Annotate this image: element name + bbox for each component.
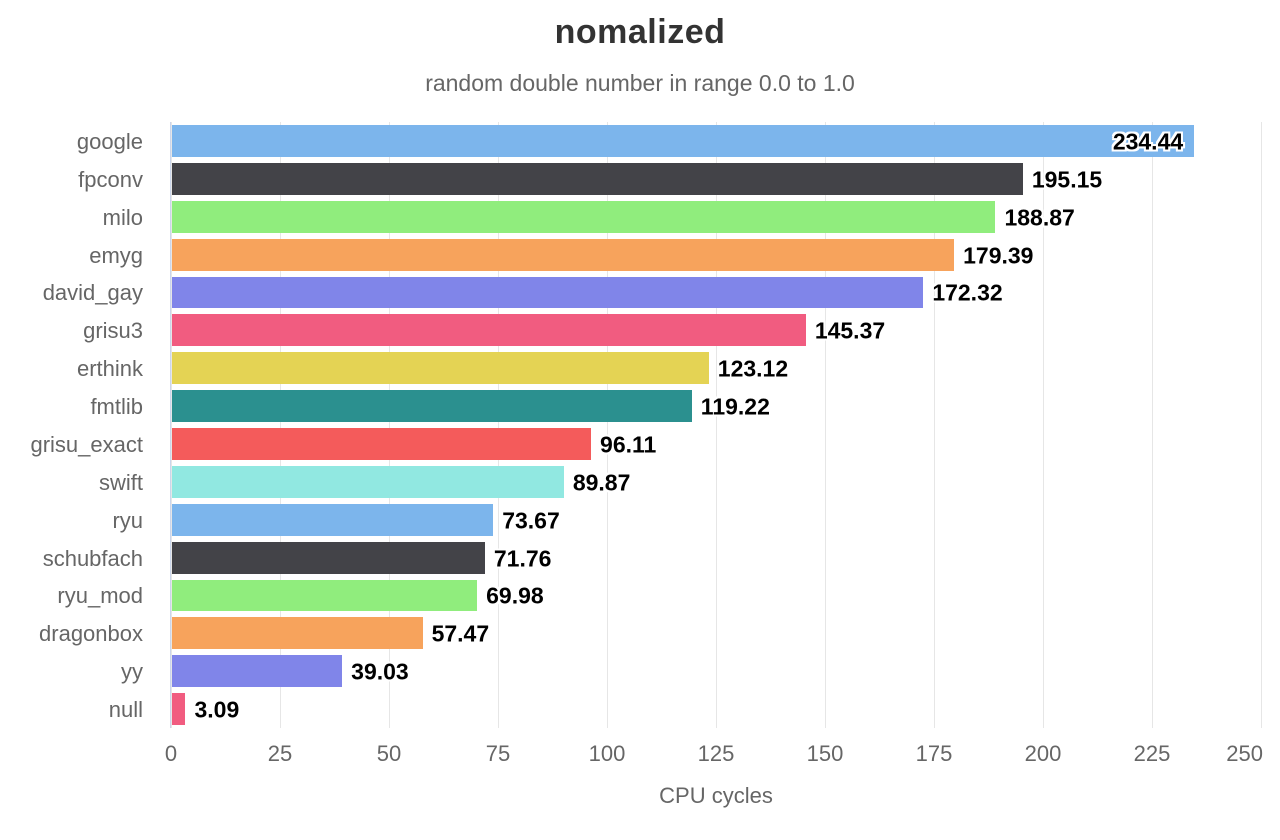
bar-yy[interactable] (172, 655, 343, 688)
x-tick-label-50: 50 (376, 741, 402, 766)
bar-swift[interactable] (172, 465, 564, 498)
bar-grisu3[interactable] (172, 314, 806, 347)
bar-erthink[interactable] (172, 352, 709, 385)
chart-title: nomalized (554, 13, 726, 51)
gridline-100 (607, 122, 608, 728)
bar-schubfach[interactable] (172, 541, 485, 574)
category-label-yy: yy (121, 659, 143, 685)
gridline-150 (825, 122, 826, 728)
bar-fmtlib[interactable] (172, 390, 692, 422)
value-label-david_gay: 172.32 (932, 279, 1003, 306)
value-label-erthink: 123.12 (717, 355, 789, 382)
bar-fpconv[interactable] (172, 162, 1023, 195)
value-label-dragonbox: 57.47 (431, 620, 490, 647)
value-label-fpconv: 195.15 (1031, 166, 1103, 193)
category-label-grisu3: grisu3 (83, 318, 143, 344)
value-label-schubfach: 71.76 (493, 545, 552, 572)
x-tick-label-125: 125 (697, 741, 735, 766)
x-tick-label-150: 150 (806, 741, 844, 766)
value-label-grisu3: 145.37 (814, 317, 886, 344)
plot-area: 234.44 195.15 188.87 179.39 172.32 145.37 123.… (170, 122, 1262, 728)
category-label-emyg: emyg (89, 242, 143, 268)
bar-google[interactable] (172, 125, 1195, 157)
value-label-grisu_exact: 96.11 (600, 431, 657, 458)
x-axis-title: CPU cycles (659, 783, 773, 808)
value-label-yy: 39.03 (351, 658, 409, 685)
category-label-schubfach: schubfach (42, 545, 143, 571)
category-label-david_gay: david_gay (42, 280, 143, 306)
category-axis-line (170, 122, 171, 728)
gridline-0 (171, 122, 172, 728)
x-tick-label-225: 225 (1133, 741, 1171, 766)
category-label-google: google (76, 128, 143, 154)
category-label-grisu_exact: grisu_exact (30, 431, 143, 457)
value-label-google: 234.44 (1112, 128, 1184, 155)
chart-subtitle: random double number in range 0.0 to 1.0 (425, 70, 855, 96)
bar-ryu[interactable] (172, 503, 494, 536)
category-label-null: null (108, 697, 143, 723)
gridline-250 (1261, 122, 1262, 728)
gridline-75 (498, 122, 499, 728)
bar-ryu_mod[interactable] (172, 579, 478, 612)
category-label-milo: milo (102, 204, 143, 230)
category-label-ryu: ryu (112, 507, 143, 533)
value-label-fmtlib: 119.22 (700, 393, 770, 420)
category-label-swift: swift (99, 469, 143, 495)
category-label-erthink: erthink (76, 356, 143, 382)
x-tick-label-25: 25 (267, 741, 293, 766)
bar-null[interactable] (172, 693, 186, 725)
category-label-fmtlib: fmtlib (90, 394, 143, 420)
x-tick-label-200: 200 (1024, 741, 1062, 766)
x-tick-label-0: 0 (164, 741, 178, 766)
bar-dragonbox[interactable] (172, 617, 423, 650)
gridline-175 (934, 122, 935, 728)
bar-grisu_exact[interactable] (172, 428, 592, 460)
value-label-emyg: 179.39 (963, 242, 1034, 269)
x-tick-label-175: 175 (915, 741, 953, 766)
gridline-125 (716, 122, 717, 728)
gridline-225 (1152, 122, 1153, 728)
value-label-milo: 188.87 (1004, 204, 1075, 231)
x-tick-label-75: 75 (485, 741, 511, 766)
x-tick-label-250: 250 (1226, 741, 1263, 766)
value-label-ryu_mod: 69.98 (486, 582, 544, 609)
category-label-fpconv: fpconv (78, 166, 143, 192)
x-tick-label-100: 100 (588, 741, 626, 766)
gridline-200 (1043, 122, 1044, 728)
bar-david_gay[interactable] (172, 276, 924, 309)
bar-emyg[interactable] (172, 238, 955, 271)
category-label-dragonbox: dragonbox (39, 621, 143, 647)
value-label-swift: 89.87 (572, 469, 631, 496)
category-label-ryu_mod: ryu_mod (57, 583, 143, 609)
gridline-50 (389, 122, 390, 728)
bar-milo[interactable] (172, 200, 996, 233)
value-label-null: 3.09 (194, 696, 240, 723)
value-label-ryu: 73.67 (502, 507, 560, 534)
gridline-25 (280, 122, 281, 728)
